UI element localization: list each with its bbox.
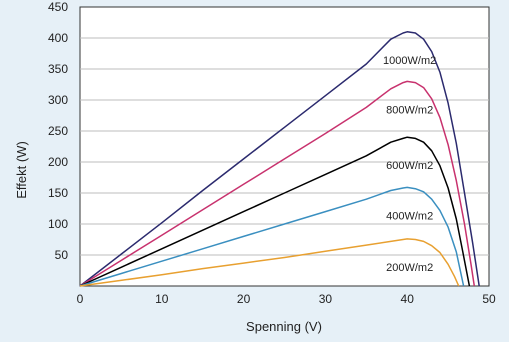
plot-area (79, 6, 490, 287)
y-tick-label: 100 (48, 217, 68, 231)
x-axis-title: Spenning (V) (246, 319, 322, 334)
y-tick-label: 300 (48, 93, 68, 107)
series-label-0: 1000W/m2 (383, 55, 436, 67)
y-tick-label: 150 (48, 186, 68, 200)
series-label-4: 200W/m2 (386, 262, 433, 274)
series-line-4 (79, 238, 460, 287)
y-axis-title: Effekt (W) (14, 141, 29, 199)
series-line-2 (79, 136, 471, 287)
series-line-1 (79, 80, 476, 287)
x-tick-label: 20 (237, 292, 251, 306)
y-tick-label: 450 (48, 0, 68, 14)
series-line-0 (79, 31, 480, 287)
series-label-2: 600W/m2 (386, 160, 433, 172)
y-tick-label: 350 (48, 62, 68, 76)
series-labels: 1000W/m2 800W/m2 600W/m2 400W/m2 200W/m2 (383, 55, 436, 274)
x-tick-label: 40 (401, 292, 415, 306)
y-tick-label: 400 (48, 31, 68, 45)
series-group (79, 31, 480, 287)
series-label-1: 800W/m2 (386, 104, 433, 116)
series-line-3 (79, 186, 465, 287)
x-tick-label: 10 (155, 292, 169, 306)
x-axis-ticks: 0 10 20 30 40 50 (77, 292, 496, 306)
y-axis-ticks: 50 100 150 200 250 300 350 400 450 (48, 0, 68, 262)
series-label-3: 400W/m2 (386, 210, 433, 222)
y-tick-label: 250 (48, 124, 68, 138)
x-tick-label: 50 (482, 292, 496, 306)
y-tick-label: 200 (48, 155, 68, 169)
x-tick-label: 0 (77, 292, 84, 306)
x-tick-label: 30 (319, 292, 333, 306)
y-tick-label: 50 (55, 248, 69, 262)
